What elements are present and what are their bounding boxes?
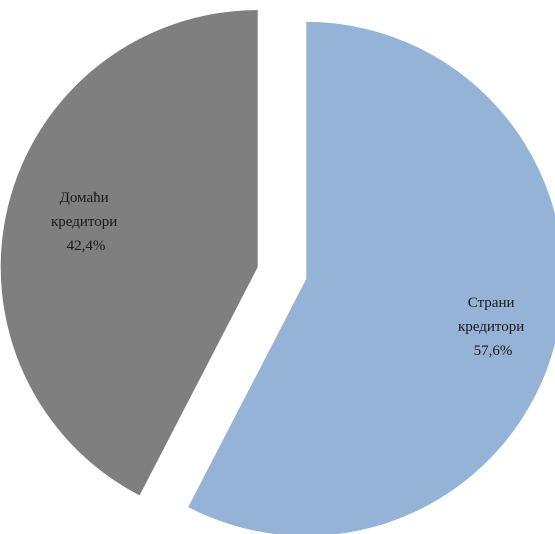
slice-label-foreign: Страни кредитори 57,6% (458, 295, 528, 359)
slice-label-foreign-value: 57,6% (474, 343, 513, 359)
pie-labels: Страни кредитори 57,6% Домаћи кредитори … (51, 190, 528, 359)
slice-label-domestic-value: 42,4% (67, 238, 106, 254)
slice-label-foreign-name-1: Страни (468, 295, 515, 311)
slice-label-foreign-name-2: кредитори (458, 319, 524, 335)
slice-label-domestic-name-2: кредитори (51, 214, 117, 230)
pie-slice-domestic-creditors (0, 10, 258, 496)
pie-slices (0, 10, 555, 534)
pie-slice-foreign-creditors (188, 21, 555, 534)
slice-label-domestic-name-1: Домаћи (60, 190, 109, 206)
slice-label-domestic: Домаћи кредитори 42,4% (51, 190, 121, 254)
